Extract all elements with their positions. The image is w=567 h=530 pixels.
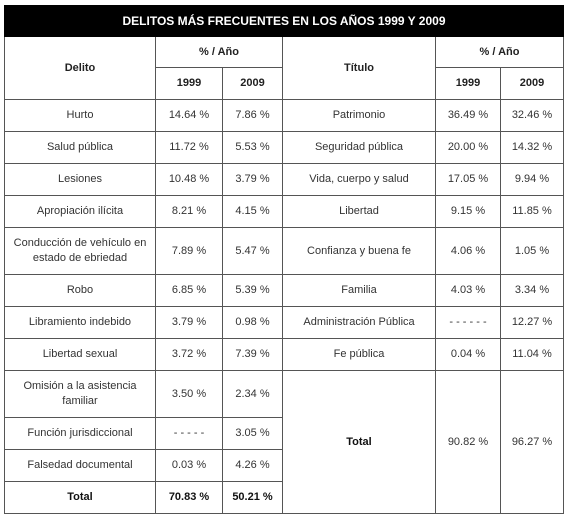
percent-cell: 14.64 % <box>155 99 223 132</box>
percent-cell: 11.04 % <box>500 338 564 371</box>
percent-cell: 3.34 % <box>500 274 564 307</box>
percent-cell: 9.94 % <box>500 163 564 196</box>
percent-cell: 0.03 % <box>155 449 223 482</box>
data-row: Total 70.83 % 50.21 % <box>4 481 564 514</box>
data-row: Función jurisdiccional - - - - -3.05 % <box>4 417 564 450</box>
data-row: Salud pública 11.72 % 5.53 % Seguridad públ… <box>4 131 564 164</box>
data-row: Libertad sexual 3.72 % 7.39 % Fe pública 0.0… <box>4 338 564 371</box>
title-cell: Fe pública <box>282 338 436 371</box>
crime-cell: Libertad sexual <box>4 338 156 371</box>
percent-cell: 6.85 % <box>155 274 223 307</box>
percent-cell: 3.05 % <box>222 417 283 450</box>
percent-cell: 14.32 % <box>500 131 564 164</box>
percent-cell: 3.72 % <box>155 338 223 371</box>
data-row: Robo 6.85 % 5.39 % Familia 4.03 % 3.34 % <box>4 274 564 307</box>
percent-cell: 12.27 % <box>500 306 564 339</box>
percent-cell: 5.53 % <box>222 131 283 164</box>
percent-cell: 5.47 % <box>222 227 283 275</box>
crime-cell: Hurto <box>4 99 156 132</box>
percent-cell: 96.27 % <box>500 370 564 514</box>
crime-cell: Total <box>4 481 156 514</box>
group-header: % / Año <box>155 36 283 68</box>
percent-cell: 3.50 % <box>155 370 223 418</box>
percent-cell: 90.82 % <box>435 370 501 514</box>
percent-cell: 17.05 % <box>435 163 501 196</box>
crime-cell: Falsedad documental <box>4 449 156 482</box>
crime-cell: Robo <box>4 274 156 307</box>
title-cell: Total <box>282 370 436 514</box>
percent-cell: 36.49 % <box>435 99 501 132</box>
crime-cell: Conducción de vehículo en estado de ebri… <box>4 227 156 275</box>
data-row: Lesiones 10.48 % 3.79 % Vida, cuerpo y salu… <box>4 163 564 196</box>
percent-cell: 4.03 % <box>435 274 501 307</box>
column-header: Título <box>282 36 436 100</box>
year-header: 1999 <box>155 67 223 100</box>
title-cell: Vida, cuerpo y salud <box>282 163 436 196</box>
percent-cell: 10.48 % <box>155 163 223 196</box>
percent-cell: 4.06 % <box>435 227 501 275</box>
percent-cell: 7.39 % <box>222 338 283 371</box>
crime-cell: Libramiento indebido <box>4 306 156 339</box>
header-row: Delito % / Año Título % / Año <box>4 36 564 100</box>
percent-cell: 0.98 % <box>222 306 283 339</box>
year-header: 2009 <box>500 67 564 100</box>
percent-cell: 9.15 % <box>435 195 501 228</box>
title-cell: Familia <box>282 274 436 307</box>
title-cell: Seguridad pública <box>282 131 436 164</box>
percent-cell: 11.85 % <box>500 195 564 228</box>
data-row: Libramiento indebido 3.79 % 0.98 % Administ… <box>4 306 564 339</box>
crime-cell: Salud pública <box>4 131 156 164</box>
data-row: Conducción de vehículo en estado de ebri… <box>4 227 564 275</box>
percent-cell: 5.39 % <box>222 274 283 307</box>
percent-cell: - - - - - - <box>435 306 501 339</box>
percent-cell: 32.46 % <box>500 99 564 132</box>
crime-cell: Apropiación ilícita <box>4 195 156 228</box>
crime-table: DELITOS MÁS FRECUENTES EN LOS AÑOS 1999 … <box>4 5 564 514</box>
crime-cell: Omisión a la asistencia familiar <box>4 370 156 418</box>
table-wrap: DELITOS MÁS FRECUENTES EN LOS AÑOS 1999 … <box>4 5 564 514</box>
percent-cell: - - - - - <box>155 417 223 450</box>
data-row: Omisión a la asistencia familiar 3.50 % 2.… <box>4 370 564 514</box>
percent-cell: 8.21 % <box>155 195 223 228</box>
data-row: Falsedad documental 0.03 % 4.26 % <box>4 449 564 482</box>
percent-cell: 3.79 % <box>155 306 223 339</box>
title-cell: Patrimonio <box>282 99 436 132</box>
percent-cell: 1.05 % <box>500 227 564 275</box>
data-row: Apropiación ilícita 8.21 % 4.15 % Libertad 9… <box>4 195 564 228</box>
title-cell: Libertad <box>282 195 436 228</box>
percent-cell: 2.34 % <box>222 370 283 418</box>
percent-cell: 7.89 % <box>155 227 223 275</box>
column-header: Delito <box>4 36 156 100</box>
percent-cell: 4.15 % <box>222 195 283 228</box>
percent-cell: 20.00 % <box>435 131 501 164</box>
title-cell: Administración Pública <box>282 306 436 339</box>
group-header: % / Año <box>435 36 564 68</box>
year-header: 1999 <box>435 67 501 100</box>
percent-cell: 50.21 % <box>222 481 283 514</box>
table-title: DELITOS MÁS FRECUENTES EN LOS AÑOS 1999 … <box>4 5 564 37</box>
percent-cell: 3.79 % <box>222 163 283 196</box>
percent-cell: 11.72 % <box>155 131 223 164</box>
percent-cell: 70.83 % <box>155 481 223 514</box>
crime-cell: Función jurisdiccional <box>4 417 156 450</box>
percent-cell: 4.26 % <box>222 449 283 482</box>
data-row: Hurto 14.64 % 7.86 % Patrimonio 36.49 % 32.46… <box>4 99 564 132</box>
year-header: 2009 <box>222 67 283 100</box>
percent-cell: 0.04 % <box>435 338 501 371</box>
title-cell: Confianza y buena fe <box>282 227 436 275</box>
percent-cell: 7.86 % <box>222 99 283 132</box>
header-row: 1999 2009 1999 2009 <box>5 67 564 100</box>
title-row: DELITOS MÁS FRECUENTES EN LOS AÑOS 1999 … <box>4 5 564 37</box>
crime-cell: Lesiones <box>4 163 156 196</box>
